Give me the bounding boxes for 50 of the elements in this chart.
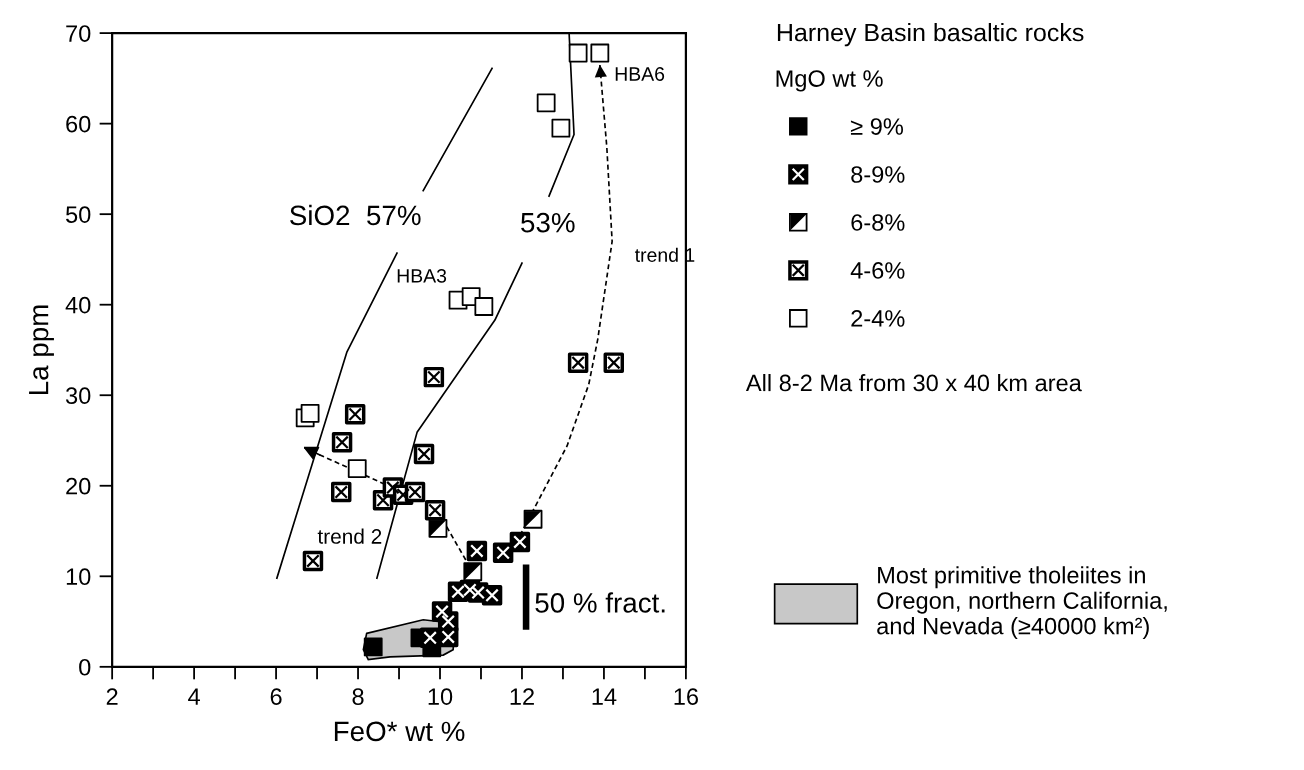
x-tick-label: 6	[270, 688, 282, 705]
point	[413, 443, 435, 465]
point	[590, 43, 610, 63]
x-tick-label: 16	[674, 688, 698, 705]
x-tick-label: 12	[510, 688, 534, 705]
y-tick-label: 10	[66, 568, 91, 586]
y-tick-label: 50	[66, 206, 91, 223]
y-tick-label: 20	[66, 477, 91, 495]
point	[300, 403, 320, 423]
point	[603, 352, 625, 373]
annotation: 50 % fract.	[535, 592, 665, 613]
y-axis-title: La ppm	[29, 305, 54, 395]
legend-label: 8-9%	[851, 166, 905, 183]
point	[568, 43, 588, 63]
y-tick-label: 40	[65, 296, 91, 314]
point	[330, 481, 352, 503]
point	[302, 550, 324, 572]
x-tick-label: 2	[106, 688, 118, 705]
legend-label: 2-4%	[851, 310, 905, 327]
y-tick-label: 60	[66, 115, 91, 133]
legend-label: Most primitive tholeiites in Oregon, northern California, and Nevada (≥40000 km²)	[877, 566, 1167, 640]
annotation: trend 2	[317, 528, 382, 544]
annotation: 53%	[521, 212, 575, 233]
y-tick-label: 30	[65, 387, 91, 405]
point	[551, 118, 571, 138]
y-tick-label: 70	[66, 25, 91, 42]
legend-label: 6-8%	[851, 214, 905, 231]
x-tick-label: 4	[188, 688, 200, 705]
x-tick-label: 10	[428, 688, 453, 705]
point	[423, 366, 445, 388]
point	[347, 459, 367, 478]
legend-label: 4-6%	[850, 262, 905, 279]
annotation: HBA6	[615, 67, 665, 81]
point	[331, 432, 353, 453]
point	[344, 404, 366, 425]
x-tick-label: 8	[352, 688, 364, 705]
y-tick-label: 0	[79, 658, 91, 676]
point	[474, 297, 494, 316]
point	[404, 481, 426, 503]
point	[567, 352, 589, 373]
point	[424, 499, 446, 521]
annotation: HBA3	[397, 268, 447, 283]
annotation: SiO2 57%	[290, 204, 421, 226]
point	[536, 93, 556, 113]
legend-label: ≥ 9%	[850, 118, 904, 135]
text: All 8-2 Ma from 30 x 40 km area	[745, 373, 1082, 392]
text: Harney Basin basaltic rocks	[777, 23, 1084, 47]
x-axis-title: FeO* wt %	[334, 721, 465, 742]
legend-title: MgO wt %	[776, 70, 883, 92]
x-tick-label: 14	[592, 688, 617, 705]
